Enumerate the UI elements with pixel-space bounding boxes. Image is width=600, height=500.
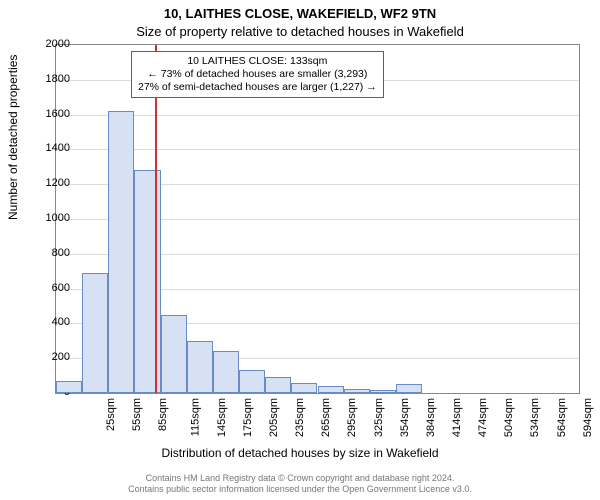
histogram-bar	[187, 341, 213, 393]
x-tick-label: 235sqm	[294, 398, 306, 437]
annotation-line-1: 10 LAITHES CLOSE: 133sqm	[138, 55, 377, 68]
y-tick-label: 1600	[30, 108, 70, 120]
x-tick-label: 534sqm	[530, 398, 542, 437]
x-tick-label: 384sqm	[425, 398, 437, 437]
histogram-bar	[370, 390, 396, 393]
y-tick-label: 1800	[30, 73, 70, 85]
histogram-bar	[213, 351, 239, 393]
y-tick-label: 1400	[30, 142, 70, 154]
x-tick-label: 414sqm	[451, 398, 463, 437]
y-tick-label: 800	[30, 247, 70, 259]
histogram-bar	[265, 377, 291, 393]
x-axis-label: Distribution of detached houses by size …	[0, 446, 600, 460]
histogram-bar	[161, 315, 187, 393]
histogram-bar	[344, 389, 370, 393]
x-tick-label: 504sqm	[503, 398, 515, 437]
x-tick-label: 115sqm	[189, 398, 201, 436]
histogram-bar	[239, 370, 265, 393]
chart-container: 10, LAITHES CLOSE, WAKEFIELD, WF2 9TN Si…	[0, 0, 600, 500]
title-line-1: 10, LAITHES CLOSE, WAKEFIELD, WF2 9TN	[0, 6, 600, 21]
x-tick-label: 25sqm	[105, 398, 117, 431]
x-tick-label: 145sqm	[216, 398, 228, 437]
plot-area: 10 LAITHES CLOSE: 133sqm ← 73% of detach…	[55, 44, 580, 394]
x-tick-label: 175sqm	[242, 398, 254, 437]
histogram-bar	[108, 111, 134, 393]
y-tick-label: 400	[30, 316, 70, 328]
y-tick-label: 1200	[30, 177, 70, 189]
annotation-box: 10 LAITHES CLOSE: 133sqm ← 73% of detach…	[131, 51, 384, 98]
histogram-bar	[56, 381, 82, 393]
gridline	[56, 115, 579, 116]
x-tick-label: 205sqm	[268, 398, 280, 437]
y-tick-label: 600	[30, 282, 70, 294]
y-tick-label: 2000	[30, 38, 70, 50]
annotation-line-3: 27% of semi-detached houses are larger (…	[138, 81, 377, 94]
x-tick-label: 474sqm	[477, 398, 489, 437]
x-tick-label: 295sqm	[347, 398, 359, 437]
histogram-bar	[396, 384, 422, 393]
x-tick-label: 325sqm	[373, 398, 385, 437]
footer-line-2: Contains public sector information licen…	[0, 484, 600, 496]
histogram-bar	[291, 383, 317, 393]
footer-line-1: Contains HM Land Registry data © Crown c…	[0, 473, 600, 485]
y-tick-label: 200	[30, 351, 70, 363]
x-tick-label: 564sqm	[556, 398, 568, 437]
gridline	[56, 149, 579, 150]
x-tick-label: 594sqm	[582, 398, 594, 437]
y-tick-label: 1000	[30, 212, 70, 224]
histogram-bar	[318, 386, 344, 393]
footer: Contains HM Land Registry data © Crown c…	[0, 473, 600, 496]
title-line-2: Size of property relative to detached ho…	[0, 24, 600, 39]
x-tick-label: 265sqm	[320, 398, 332, 437]
x-tick-label: 354sqm	[399, 398, 411, 437]
x-tick-label: 55sqm	[131, 398, 143, 431]
histogram-bar	[82, 273, 108, 393]
annotation-line-2: ← 73% of detached houses are smaller (3,…	[138, 68, 377, 81]
y-axis-label: Number of detached properties	[6, 55, 20, 220]
x-tick-label: 85sqm	[157, 398, 169, 431]
